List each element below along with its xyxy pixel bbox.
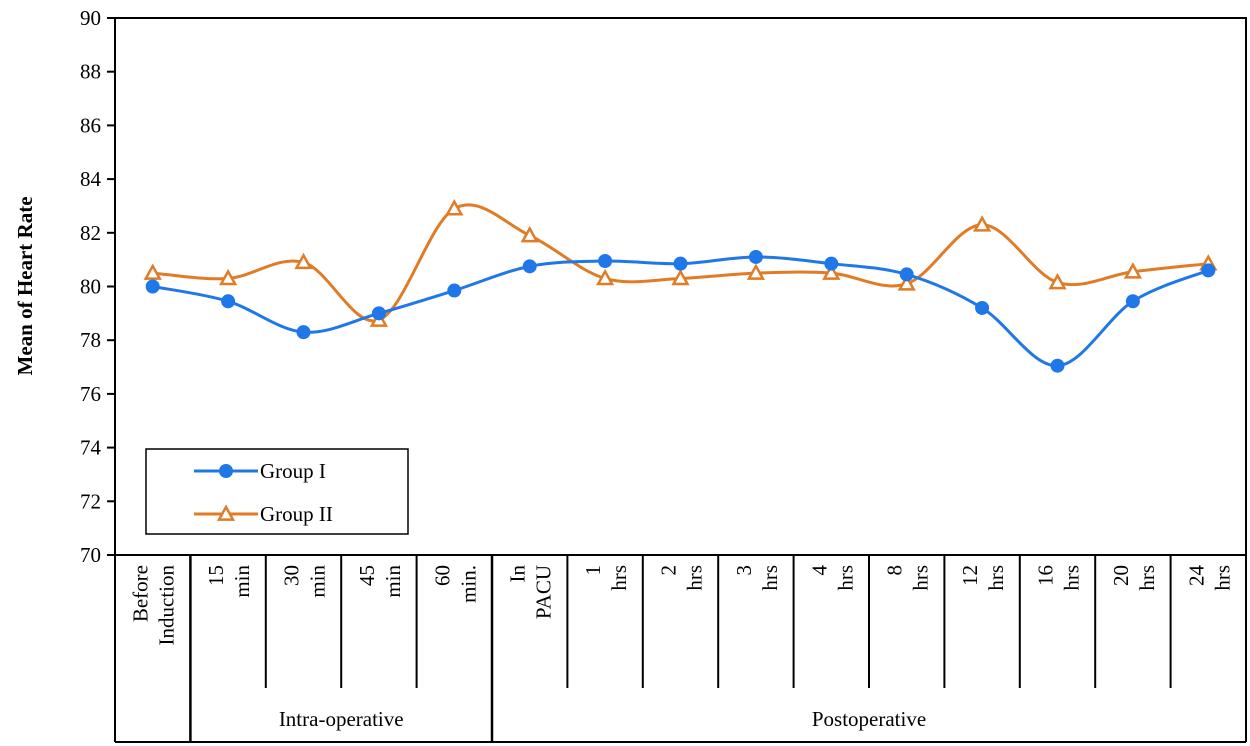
x-group-label: Postoperative xyxy=(812,707,926,731)
data-point xyxy=(522,259,537,274)
legend-label: Group II xyxy=(260,502,333,526)
x-category-label: hrs xyxy=(909,565,933,591)
x-category-label: PACU xyxy=(532,565,556,619)
data-point xyxy=(748,249,763,264)
legend-marker xyxy=(216,504,236,521)
x-category-label: Before xyxy=(129,565,153,622)
data-point xyxy=(218,268,238,286)
x-category-label: In xyxy=(506,565,530,583)
y-tick-label: 70 xyxy=(80,543,101,567)
data-point xyxy=(598,253,613,268)
data-point xyxy=(897,274,916,291)
y-tick-label: 88 xyxy=(80,60,101,84)
x-category-label: 24 xyxy=(1184,565,1208,587)
x-category-label: hrs xyxy=(1135,565,1159,591)
data-point xyxy=(1050,358,1065,373)
series-group-i xyxy=(145,249,1216,373)
data-point xyxy=(145,279,160,294)
x-category-label: hrs xyxy=(758,565,782,591)
data-point xyxy=(824,256,839,271)
data-point xyxy=(673,256,688,271)
x-category-label: 45 xyxy=(355,565,379,586)
x-category-label: 30 xyxy=(280,565,304,586)
x-axis: Before Induction 15 min 30 min 45 min 60 min. In PA… xyxy=(114,555,1247,743)
y-tick-label: 72 xyxy=(80,489,101,513)
data-point xyxy=(143,263,162,280)
x-category-label: hrs xyxy=(984,565,1008,591)
x-category-label: 3 xyxy=(732,565,756,576)
data-point xyxy=(1125,294,1140,309)
x-category-label: 60 xyxy=(430,565,454,586)
data-point xyxy=(1123,262,1143,279)
y-tick-label: 76 xyxy=(80,382,101,406)
data-point xyxy=(1201,263,1216,278)
x-category-label: 8 xyxy=(883,565,907,576)
y-tick-label: 84 xyxy=(80,167,102,191)
data-point xyxy=(221,294,236,309)
data-point xyxy=(595,268,615,286)
x-category-label: 1 xyxy=(581,565,605,576)
data-point xyxy=(975,300,990,315)
x-category-label: 2 xyxy=(657,565,681,576)
x-category-label: hrs xyxy=(833,565,857,591)
legend-box xyxy=(145,448,409,535)
x-category-label: 20 xyxy=(1109,565,1133,586)
data-point xyxy=(296,325,311,340)
x-category-label: min xyxy=(381,565,405,598)
data-point xyxy=(746,263,766,280)
x-category-label: hrs xyxy=(683,565,707,591)
y-tick-label: 90 xyxy=(80,6,101,30)
data-point xyxy=(822,263,841,280)
data-point xyxy=(1048,272,1067,290)
x-category-label: min xyxy=(306,565,330,598)
data-point xyxy=(520,225,539,243)
data-point xyxy=(294,252,313,270)
data-point xyxy=(671,268,690,286)
x-category-label: 4 xyxy=(807,565,831,576)
legend-marker xyxy=(219,464,233,478)
series-group xyxy=(143,199,1218,373)
x-category-label: min xyxy=(230,565,254,598)
y-axis-label: Mean of Heart Rate xyxy=(13,196,37,375)
legend: Group I Group II xyxy=(145,448,409,535)
x-category-label: hrs xyxy=(1210,565,1234,591)
data-point xyxy=(899,267,914,282)
x-category-label: 15 xyxy=(204,565,228,586)
y-tick-label: 74 xyxy=(80,436,102,460)
series-group-ii xyxy=(143,199,1218,327)
x-category-label: min. xyxy=(456,565,480,603)
x-category-label: 12 xyxy=(958,565,982,586)
x-category-label: hrs xyxy=(1060,565,1084,591)
legend-label: Group I xyxy=(260,459,326,483)
y-tick-label: 86 xyxy=(80,113,101,137)
x-category-label: 16 xyxy=(1034,565,1058,586)
y-tick-label: 78 xyxy=(80,328,101,352)
y-axis: 70 72 74 76 78 80 82 84 86 88 90 xyxy=(80,6,115,567)
x-category-label: Induction xyxy=(155,565,179,646)
data-point xyxy=(447,283,462,298)
data-point xyxy=(371,306,386,321)
x-category-label: hrs xyxy=(607,565,631,591)
y-tick-label: 80 xyxy=(80,275,101,299)
data-point xyxy=(972,215,992,232)
y-tick-label: 82 xyxy=(80,221,101,245)
data-point xyxy=(445,199,464,216)
x-group-label: Intra-operative xyxy=(279,707,404,731)
